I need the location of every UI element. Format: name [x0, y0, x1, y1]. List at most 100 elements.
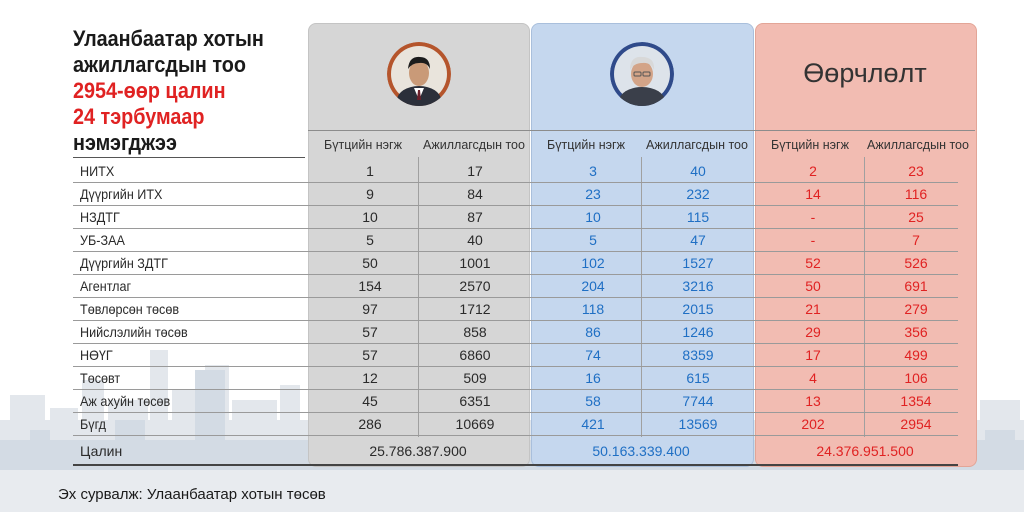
row-divider [73, 297, 958, 298]
row-divider [73, 343, 958, 344]
headline-line-2: ажиллагсдын тоо [73, 52, 246, 77]
cell-employees-change: 2954 [900, 416, 932, 432]
row-divider [73, 435, 958, 436]
headline-line-5: нэмэгджээ [73, 130, 177, 155]
cell-units-change: 202 [801, 416, 825, 432]
table-row: Дүүргийн ЗДТГ 50 1001 102 1527 52 526 [73, 252, 958, 275]
salary-period-1: 25.786.387.900 [369, 443, 467, 459]
cell-units-2: 74 [585, 347, 601, 363]
row-label: УБ-ЗАА [80, 232, 125, 248]
cell-units-change: 17 [805, 347, 821, 363]
cell-employees-1: 2570 [459, 278, 491, 294]
row-label: НИТХ [80, 163, 115, 179]
subheader-employees-2: Ажиллагсдын тоо [646, 138, 748, 152]
cell-units-1: 50 [362, 255, 378, 271]
cell-units-1: 45 [362, 393, 378, 409]
table-row: Аж ахуйн төсөв 45 6351 58 7744 13 1354 [73, 390, 958, 413]
cell-employees-1: 40 [467, 232, 483, 248]
cell-employees-change: 25 [908, 209, 924, 225]
cell-employees-change: 116 [904, 186, 928, 202]
cell-employees-2: 1246 [682, 324, 714, 340]
cell-employees-2: 8359 [682, 347, 714, 363]
table-row: Төвлөрсөн төсөв 97 1712 118 2015 21 279 [73, 298, 958, 321]
cell-units-change: 14 [805, 186, 821, 202]
cell-units-1: 1 [366, 163, 374, 179]
row-label: Төвлөрсөн төсөв [80, 301, 180, 317]
table-row-total: Бүгд 286 10669 421 13569 202 2954 [73, 413, 958, 436]
table-row: Нийслэлийн төсөв 57 858 86 1246 29 356 [73, 321, 958, 344]
salary-change: 24.376.951.500 [816, 443, 914, 459]
cell-employees-change: 356 [904, 324, 928, 340]
cell-units-2: 86 [585, 324, 601, 340]
row-divider [73, 182, 958, 183]
row-label: Агентлаг [80, 278, 132, 294]
row-label: Дүүргийн ЗДТГ [80, 255, 168, 271]
salary-period-2: 50.163.339.400 [592, 443, 690, 459]
cell-employees-2: 47 [690, 232, 706, 248]
cell-employees-2: 7744 [682, 393, 714, 409]
cell-units-1: 9 [366, 186, 374, 202]
cell-units-change: - [810, 232, 816, 248]
cell-units-change: 52 [805, 255, 821, 271]
cell-units-2: 10 [585, 209, 601, 225]
cell-units-2: 58 [585, 393, 601, 409]
person-portrait-2-icon [610, 42, 674, 106]
source-note: Эх сурвалж: Улаанбаатар хотын төсөв [58, 486, 326, 503]
cell-employees-change: 106 [904, 370, 928, 386]
cell-employees-1: 17 [467, 163, 483, 179]
cell-units-1: 5 [366, 232, 374, 248]
table-row: Дүүргийн ИТХ 9 84 23 232 14 116 [73, 183, 958, 206]
cell-employees-2: 2015 [682, 301, 714, 317]
cell-employees-2: 232 [686, 186, 710, 202]
table-row: НИТХ 1 17 3 40 2 23 [73, 160, 958, 183]
cell-units-2: 5 [589, 232, 597, 248]
cell-employees-1: 1712 [459, 301, 491, 317]
row-divider [73, 320, 958, 321]
cell-employees-1: 1001 [459, 255, 491, 271]
cell-employees-2: 3216 [682, 278, 714, 294]
cell-units-change: 13 [805, 393, 821, 409]
row-divider [73, 412, 958, 413]
cell-units-change: 29 [805, 324, 821, 340]
salary-row: Цалин 25.786.387.900 50.163.339.400 24.3… [73, 438, 958, 464]
subheader-employees-1: Ажиллагсдын тоо [423, 138, 525, 152]
row-label: Төсөвт [80, 370, 121, 386]
cell-employees-change: 499 [904, 347, 928, 363]
table-row: НӨҮГ 57 6860 74 8359 17 499 [73, 344, 958, 367]
cell-units-1: 57 [362, 324, 378, 340]
cell-employees-1: 509 [463, 370, 487, 386]
subheader-units-2: Бүтцийн нэгж [547, 138, 625, 152]
cell-employees-change: 526 [904, 255, 928, 271]
row-label: Нийслэлийн төсөв [80, 324, 188, 340]
cell-units-1: 286 [358, 416, 382, 432]
cell-units-change: 21 [805, 301, 821, 317]
headline-line-1: Улаанбаатар хотын [73, 26, 264, 51]
table-row: Төсөвт 12 509 16 615 4 106 [73, 367, 958, 390]
row-label: Бүгд [80, 416, 106, 432]
header-rule [308, 130, 975, 131]
cell-employees-change: 279 [904, 301, 928, 317]
subheader-employees-change: Ажиллагсдын тоо [867, 138, 969, 152]
cell-employees-change: 691 [904, 278, 928, 294]
change-title: Өөрчлөлт [803, 58, 927, 88]
cell-units-2: 3 [589, 163, 597, 179]
label-column-rule [73, 157, 305, 158]
subheader-units-1: Бүтцийн нэгж [324, 138, 402, 152]
row-label: НӨҮГ [80, 347, 113, 363]
row-divider [73, 251, 958, 252]
cell-employees-1: 6351 [459, 393, 491, 409]
cell-employees-change: 7 [912, 232, 920, 248]
table-row: УБ-ЗАА 5 40 5 47 - 7 [73, 229, 958, 252]
cell-employees-1: 6860 [459, 347, 491, 363]
cell-units-2: 102 [581, 255, 605, 271]
cell-units-change: - [810, 209, 816, 225]
row-divider [73, 366, 958, 367]
table-bottom-rule [73, 464, 958, 466]
cell-units-1: 97 [362, 301, 378, 317]
cell-employees-1: 858 [463, 324, 487, 340]
cell-employees-1: 10669 [455, 416, 495, 432]
row-divider [73, 274, 958, 275]
cell-units-2: 16 [585, 370, 601, 386]
cell-units-1: 154 [358, 278, 382, 294]
row-label: Дүүргийн ИТХ [80, 186, 163, 202]
